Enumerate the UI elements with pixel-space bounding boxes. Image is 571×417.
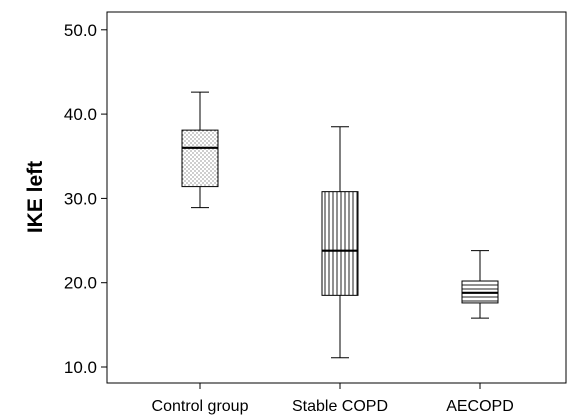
- x-category-label: Control group: [152, 398, 249, 415]
- y-tick-label: 30.0: [64, 189, 97, 208]
- x-axis: Control group Stable COPD AECOPD: [152, 383, 514, 415]
- y-tick-label: 50.0: [64, 21, 97, 40]
- y-axis-title: IKE left: [24, 161, 47, 233]
- box-aecopd: [461, 250, 499, 319]
- y-tick-label: 40.0: [64, 105, 97, 124]
- y-tick-label: 20.0: [64, 274, 97, 293]
- plot-frame: [106, 11, 567, 384]
- boxes: [181, 91, 499, 359]
- box-control-group: [181, 91, 219, 209]
- x-category-label: Stable COPD: [292, 398, 388, 415]
- x-category-label: AECOPD: [446, 398, 514, 415]
- y-tick-label: 10.0: [64, 358, 97, 377]
- y-axis: 10.0 20.0 30.0 40.0 50.0: [64, 21, 107, 377]
- iqr-box: [321, 191, 359, 296]
- box-stable-copd: [321, 126, 359, 359]
- iqr-box: [181, 129, 219, 188]
